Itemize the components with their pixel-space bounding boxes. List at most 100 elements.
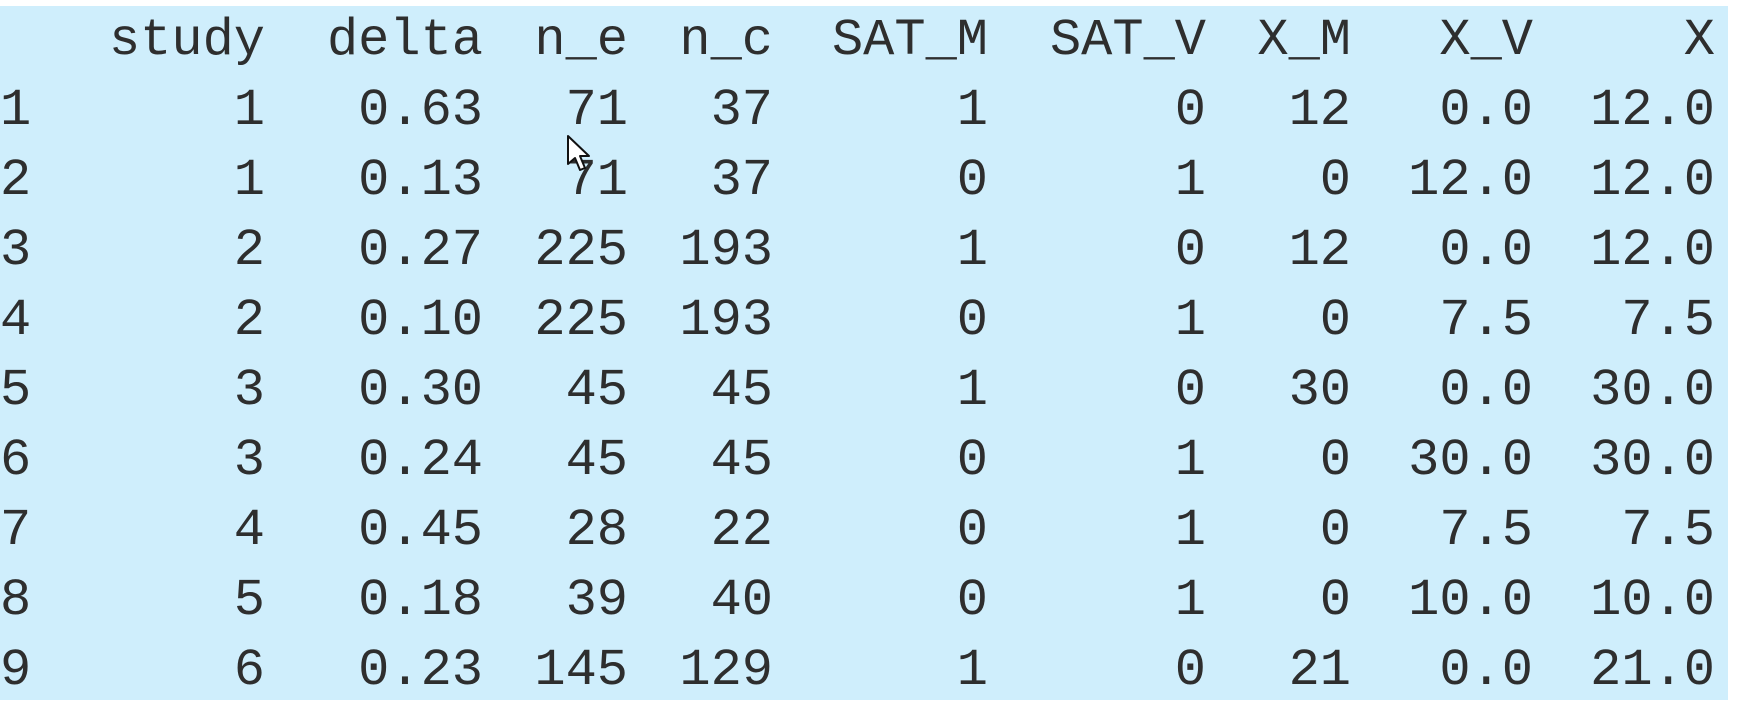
n-e-cell: 28 bbox=[565, 501, 628, 560]
column-header-delta: delta bbox=[326, 11, 483, 70]
column-header-x-m: X_M bbox=[1257, 11, 1351, 70]
table-header-row: study delta n_e n_c SAT_M SAT_V X_M X_V … bbox=[0, 6, 1715, 76]
study-cell: 1 bbox=[233, 151, 265, 210]
x-v-cell: 30.0 bbox=[1408, 431, 1533, 490]
study-cell: 6 bbox=[233, 641, 265, 700]
n-c-cell: 37 bbox=[710, 151, 773, 210]
sat-m-cell: 1 bbox=[956, 221, 988, 280]
x-m-cell: 0 bbox=[1319, 431, 1351, 490]
n-c-cell: 193 bbox=[679, 291, 773, 350]
n-e-cell: 45 bbox=[565, 431, 628, 490]
sat-v-cell: 1 bbox=[1174, 501, 1206, 560]
n-e-cell: 45 bbox=[565, 361, 628, 420]
sat-v-cell: 1 bbox=[1174, 291, 1206, 350]
sat-v-cell: 0 bbox=[1174, 221, 1206, 280]
delta-cell: 0.10 bbox=[358, 291, 483, 350]
sat-v-cell: 1 bbox=[1174, 431, 1206, 490]
study-cell: 1 bbox=[233, 81, 265, 140]
table-row: 7 4 0.45 28 22 0 1 0 7.5 7.5 bbox=[0, 496, 1715, 566]
column-header-sat-v: SAT_V bbox=[1049, 11, 1206, 70]
x-m-cell: 12 bbox=[1288, 81, 1351, 140]
x-cell: 10.0 bbox=[1590, 571, 1715, 630]
n-c-cell: 40 bbox=[710, 571, 773, 630]
sat-m-cell: 1 bbox=[956, 81, 988, 140]
sat-m-cell: 1 bbox=[956, 641, 988, 700]
row-name-cell: 8 bbox=[0, 571, 32, 630]
x-cell: 12.0 bbox=[1590, 221, 1715, 280]
delta-cell: 0.18 bbox=[358, 571, 483, 630]
x-m-cell: 0 bbox=[1319, 501, 1351, 560]
dataframe-table: study delta n_e n_c SAT_M SAT_V X_M X_V … bbox=[0, 6, 1715, 706]
sat-m-cell: 0 bbox=[956, 501, 988, 560]
n-c-cell: 45 bbox=[710, 361, 773, 420]
delta-cell: 0.24 bbox=[358, 431, 483, 490]
x-m-cell: 0 bbox=[1319, 571, 1351, 630]
x-cell: 21.0 bbox=[1590, 641, 1715, 700]
table-row: 6 3 0.24 45 45 0 1 0 30.0 30.0 bbox=[0, 426, 1715, 496]
study-cell: 3 bbox=[233, 361, 265, 420]
n-c-cell: 45 bbox=[710, 431, 773, 490]
row-name-cell: 2 bbox=[0, 151, 32, 210]
column-header-rownames bbox=[0, 6, 70, 76]
sat-m-cell: 0 bbox=[956, 571, 988, 630]
column-header-n-c: n_c bbox=[679, 11, 773, 70]
n-e-cell: 145 bbox=[534, 641, 628, 700]
delta-cell: 0.23 bbox=[358, 641, 483, 700]
n-e-cell: 71 bbox=[565, 81, 628, 140]
sat-v-cell: 1 bbox=[1174, 571, 1206, 630]
sat-m-cell: 0 bbox=[956, 151, 988, 210]
x-cell: 7.5 bbox=[1621, 501, 1715, 560]
column-header-x: X bbox=[1683, 11, 1715, 70]
n-e-cell: 225 bbox=[534, 221, 628, 280]
x-v-cell: 0.0 bbox=[1439, 221, 1533, 280]
x-m-cell: 21 bbox=[1288, 641, 1351, 700]
sat-v-cell: 0 bbox=[1174, 361, 1206, 420]
x-cell: 12.0 bbox=[1590, 81, 1715, 140]
n-e-cell: 71 bbox=[565, 151, 628, 210]
x-cell: 30.0 bbox=[1590, 431, 1715, 490]
column-header-x-v: X_V bbox=[1439, 11, 1533, 70]
x-m-cell: 0 bbox=[1319, 291, 1351, 350]
sat-m-cell: 0 bbox=[956, 431, 988, 490]
sat-m-cell: 0 bbox=[956, 291, 988, 350]
mouse-pointer-icon bbox=[567, 135, 590, 171]
n-e-cell: 225 bbox=[534, 291, 628, 350]
n-e-cell: 39 bbox=[565, 571, 628, 630]
x-v-cell: 10.0 bbox=[1408, 571, 1533, 630]
n-c-cell: 37 bbox=[710, 81, 773, 140]
study-cell: 3 bbox=[233, 431, 265, 490]
study-cell: 4 bbox=[233, 501, 265, 560]
x-v-cell: 0.0 bbox=[1439, 81, 1533, 140]
row-name-cell: 6 bbox=[0, 431, 32, 490]
x-v-cell: 0.0 bbox=[1439, 641, 1533, 700]
delta-cell: 0.63 bbox=[358, 81, 483, 140]
study-cell: 5 bbox=[233, 571, 265, 630]
column-header-n-e: n_e bbox=[534, 11, 628, 70]
x-cell: 7.5 bbox=[1621, 291, 1715, 350]
column-header-sat-m: SAT_M bbox=[831, 11, 988, 70]
dataframe-output-panel: study delta n_e n_c SAT_M SAT_V X_M X_V … bbox=[0, 6, 1728, 700]
study-cell: 2 bbox=[233, 221, 265, 280]
delta-cell: 0.27 bbox=[358, 221, 483, 280]
x-v-cell: 12.0 bbox=[1408, 151, 1533, 210]
sat-m-cell: 1 bbox=[956, 361, 988, 420]
sat-v-cell: 1 bbox=[1174, 151, 1206, 210]
row-name-cell: 1 bbox=[0, 81, 32, 140]
sat-v-cell: 0 bbox=[1174, 641, 1206, 700]
delta-cell: 0.13 bbox=[358, 151, 483, 210]
table-row: 4 2 0.10 225 193 0 1 0 7.5 7.5 bbox=[0, 286, 1715, 356]
column-header-study: study bbox=[108, 11, 265, 70]
table-row: 9 6 0.23 145 129 1 0 21 0.0 21.0 bbox=[0, 636, 1715, 706]
row-name-cell: 3 bbox=[0, 221, 32, 280]
table-row: 3 2 0.27 225 193 1 0 12 0.0 12.0 bbox=[0, 216, 1715, 286]
delta-cell: 0.30 bbox=[358, 361, 483, 420]
n-c-cell: 193 bbox=[679, 221, 773, 280]
row-name-cell: 7 bbox=[0, 501, 32, 560]
table-row: 1 1 0.63 71 37 1 0 12 0.0 12.0 bbox=[0, 76, 1715, 146]
sat-v-cell: 0 bbox=[1174, 81, 1206, 140]
table-row: 8 5 0.18 39 40 0 1 0 10.0 10.0 bbox=[0, 566, 1715, 636]
x-v-cell: 7.5 bbox=[1439, 291, 1533, 350]
n-c-cell: 22 bbox=[710, 501, 773, 560]
row-name-cell: 4 bbox=[0, 291, 32, 350]
